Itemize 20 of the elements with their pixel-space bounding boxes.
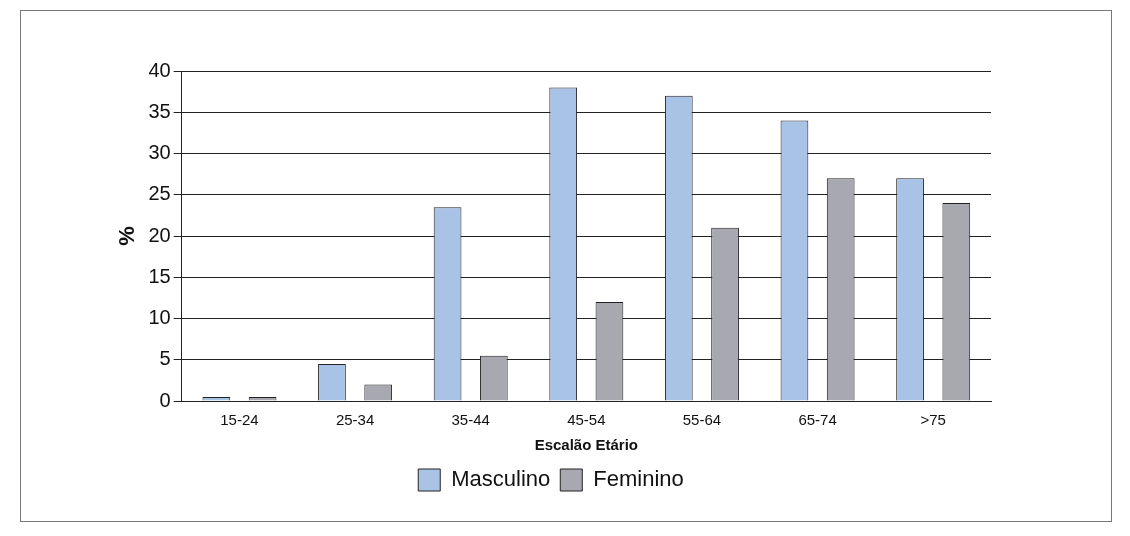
- y-tick-label: 35: [148, 99, 171, 122]
- y-tick-label: 25: [148, 182, 171, 205]
- y-tick-label: 40: [148, 58, 171, 81]
- x-tick-label: 25-34: [335, 411, 375, 429]
- x-axis-title: Escalão Etário: [534, 436, 639, 454]
- y-tick-label: 15: [148, 264, 171, 287]
- y-tick-label: 10: [148, 306, 171, 329]
- x-tick-label: 35-44: [451, 411, 490, 429]
- y-tick-label: 30: [148, 141, 171, 164]
- x-tick-label: 15-24: [220, 411, 259, 429]
- x-tick-label: 45-54: [567, 411, 606, 429]
- legend-label: Masculino: [451, 466, 551, 492]
- x-tick-label: 55-64: [682, 411, 722, 429]
- y-axis-title: %: [114, 226, 140, 246]
- x-tick-label: 65-74: [798, 411, 837, 429]
- legend-label: Feminino: [593, 466, 684, 492]
- y-tick-label: 20: [148, 223, 171, 246]
- y-tick-label: 0: [159, 388, 171, 411]
- y-tick-label: 5: [159, 347, 171, 370]
- x-tick-label: >75: [920, 411, 946, 429]
